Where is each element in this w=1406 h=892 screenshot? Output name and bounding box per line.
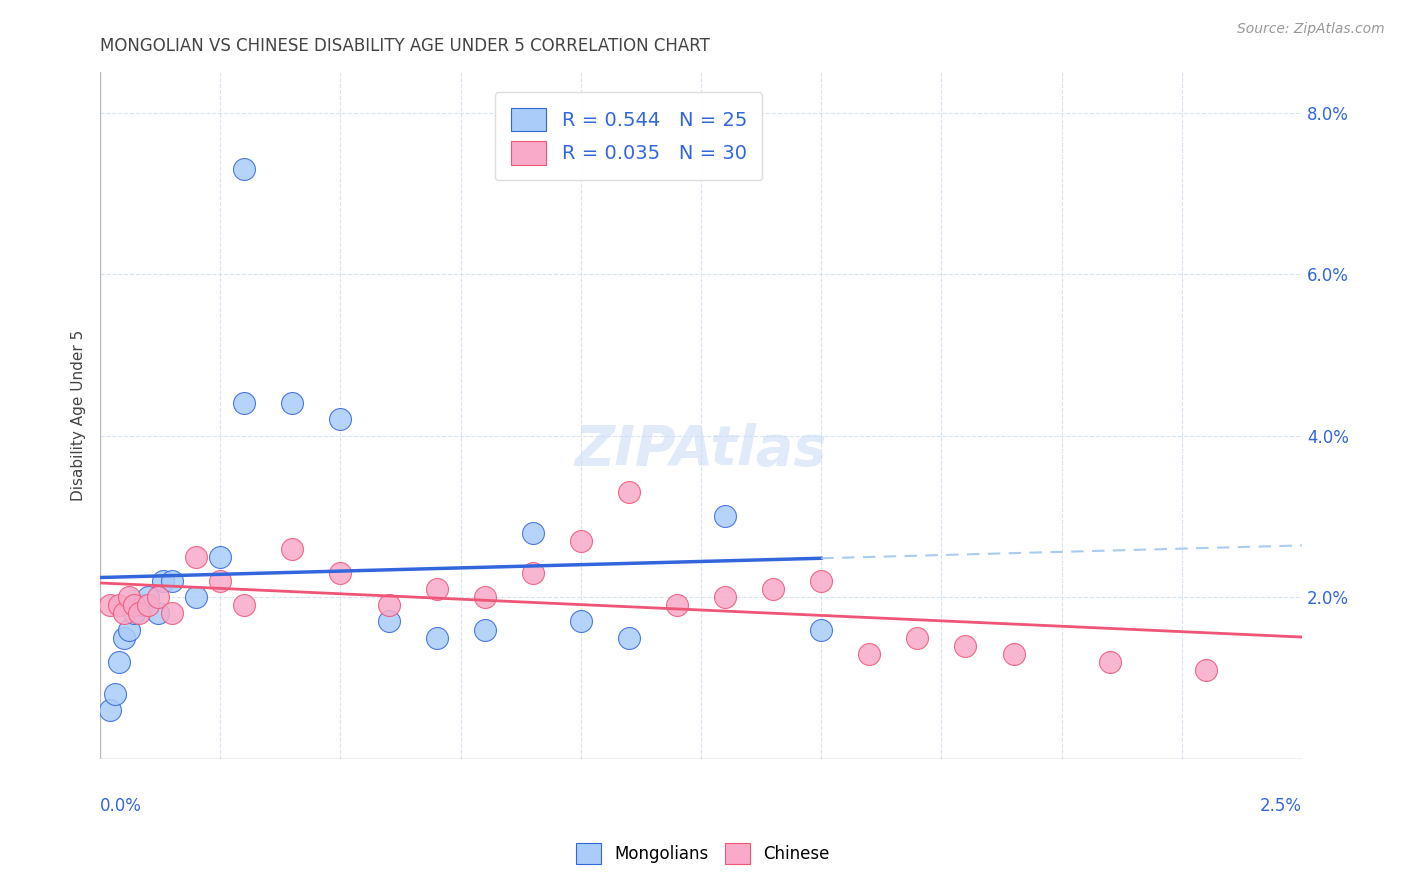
Point (762, 582, 785, 596)
Point (714, 509, 737, 524)
Point (426, 582, 449, 596)
Text: Source: ZipAtlas.com: Source: ZipAtlas.com (1237, 22, 1385, 37)
Y-axis label: Disability Age Under 5: Disability Age Under 5 (72, 330, 86, 501)
Point (136, 591, 159, 605)
Point (233, 599, 256, 613)
Point (162, 574, 184, 588)
Point (1002, 647, 1025, 661)
Point (146, 607, 169, 621)
Point (108, 655, 131, 669)
Point (377, 599, 399, 613)
Point (474, 623, 496, 637)
Point (810, 574, 832, 588)
Point (146, 591, 169, 605)
Point (233, 396, 256, 410)
Point (617, 485, 640, 500)
Text: 2.5%: 2.5% (1260, 797, 1302, 814)
Point (281, 541, 304, 556)
Point (329, 566, 352, 580)
Point (122, 607, 145, 621)
Point (281, 396, 304, 410)
Point (128, 607, 150, 621)
Point (132, 599, 155, 613)
Point (474, 591, 496, 605)
Point (186, 549, 208, 564)
Point (209, 549, 232, 564)
Point (209, 574, 232, 588)
Point (810, 623, 832, 637)
Point (1098, 655, 1121, 669)
Point (162, 607, 184, 621)
Point (98, 703, 121, 717)
Text: ZIPAtlas: ZIPAtlas (575, 423, 827, 477)
Point (118, 591, 141, 605)
Point (377, 615, 399, 629)
Point (714, 591, 737, 605)
Point (136, 599, 159, 613)
Text: 0.0%: 0.0% (100, 797, 142, 814)
Point (98, 599, 121, 613)
Point (569, 533, 592, 548)
Point (426, 631, 449, 645)
Point (112, 607, 135, 621)
Text: MONGOLIAN VS CHINESE DISABILITY AGE UNDER 5 CORRELATION CHART: MONGOLIAN VS CHINESE DISABILITY AGE UNDE… (100, 37, 710, 55)
Legend: Mongolians, Chinese: Mongolians, Chinese (569, 837, 837, 871)
Point (233, 162, 256, 177)
Point (329, 412, 352, 426)
Point (108, 599, 131, 613)
Point (617, 631, 640, 645)
Point (186, 591, 208, 605)
Point (569, 615, 592, 629)
Point (858, 647, 880, 661)
Point (122, 599, 145, 613)
Point (905, 631, 928, 645)
Point (522, 566, 544, 580)
Legend: R = 0.544   N = 25, R = 0.035   N = 30: R = 0.544 N = 25, R = 0.035 N = 30 (495, 92, 762, 180)
Point (955, 639, 977, 653)
Point (112, 631, 135, 645)
Point (666, 599, 689, 613)
Point (522, 525, 544, 540)
Point (103, 687, 125, 701)
Point (152, 574, 174, 588)
Point (118, 623, 141, 637)
Point (1195, 663, 1218, 677)
